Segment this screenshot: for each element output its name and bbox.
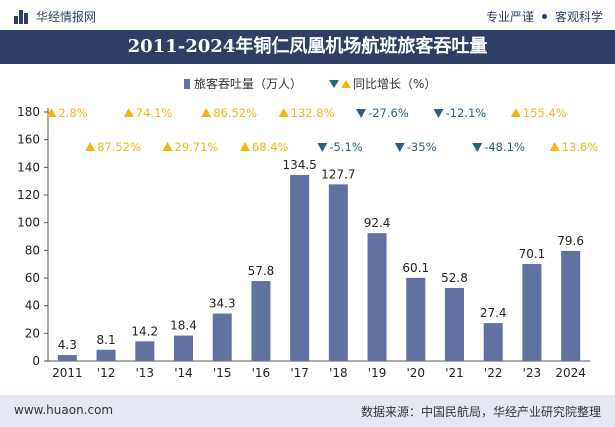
growth-down-triangle-icon xyxy=(356,109,367,118)
bar xyxy=(561,250,581,361)
y-tick-label: 60 xyxy=(25,271,40,285)
growth-label: 29.71% xyxy=(175,140,219,154)
bar xyxy=(328,184,348,361)
y-tick-label: 180 xyxy=(17,105,40,119)
growth-label: -35% xyxy=(407,140,437,154)
y-tick-label: 40 xyxy=(25,299,40,313)
growth-up-triangle-icon xyxy=(278,108,289,117)
bar-value-label: 134.5 xyxy=(282,158,316,172)
bar xyxy=(483,323,503,361)
top-bar: 华经情报网 专业严谨 客观科学 xyxy=(0,0,615,30)
y-tick-label: 80 xyxy=(25,243,40,257)
x-tick-label: '12 xyxy=(97,366,116,380)
growth-label: 68.4% xyxy=(252,140,289,154)
growth-up-triangle-icon xyxy=(46,108,57,117)
growth-label: -5.1% xyxy=(329,140,362,154)
growth-down-triangle-icon xyxy=(317,143,328,152)
x-tick-label: '22 xyxy=(484,366,503,380)
y-tick-label: 120 xyxy=(17,188,40,202)
bar-value-label: 127.7 xyxy=(321,167,355,181)
x-tick-label: '13 xyxy=(135,366,154,380)
bar-value-label: 52.8 xyxy=(441,271,468,285)
bar-value-label: 57.8 xyxy=(248,264,275,278)
x-tick-label: '16 xyxy=(252,366,271,380)
bar-value-label: 4.3 xyxy=(58,338,77,352)
growth-down-triangle-icon xyxy=(394,143,405,152)
growth-down-triangle-icon xyxy=(433,109,444,118)
growth-label: 132.8% xyxy=(291,106,335,120)
x-tick-label: '14 xyxy=(174,366,193,380)
x-tick-label: '20 xyxy=(406,366,425,380)
legend-label-bar: 旅客吞吐量（万人） xyxy=(194,76,302,91)
growth-label: -12.1% xyxy=(446,106,487,120)
growth-up-triangle-icon xyxy=(549,142,560,151)
bar xyxy=(174,335,193,361)
bar-value-label: 92.4 xyxy=(364,216,391,230)
bar xyxy=(57,355,77,361)
growth-label: 74.1% xyxy=(136,106,173,120)
chart-area: 旅客吞吐量（万人） 同比增长（%） 0 20 40 60 80 100 120 140 160 180… xyxy=(17,76,599,380)
tagline-1: 专业严谨 xyxy=(485,10,534,24)
y-tick-label: 140 xyxy=(17,160,40,174)
legend-up-triangle-icon xyxy=(341,80,351,88)
bar xyxy=(96,349,116,361)
growth-label: 155.4% xyxy=(523,106,567,120)
growth-label: 87.52% xyxy=(97,140,141,154)
growth-label: 13.6% xyxy=(562,140,599,154)
x-tick-label: '15 xyxy=(213,366,232,380)
dot-separator-icon xyxy=(541,14,547,19)
bar xyxy=(212,313,232,361)
y-tick-label: 100 xyxy=(17,216,40,230)
bar xyxy=(290,174,310,361)
bar-value-label: 70.1 xyxy=(519,247,546,261)
chart-title: 2011-2024年铜仁凤凰机场航班旅客吞吐量 xyxy=(0,30,615,64)
x-tick-label: 2011 xyxy=(52,366,83,380)
bar-value-label: 34.3 xyxy=(209,297,236,311)
bar-value-label: 14.2 xyxy=(131,324,158,338)
x-tick-label: '18 xyxy=(329,366,348,380)
growth-up-triangle-icon xyxy=(510,108,521,117)
y-tick-label: 0 xyxy=(32,354,40,368)
bar-value-label: 27.4 xyxy=(480,306,507,320)
growth-label: 86.52% xyxy=(213,106,257,120)
footer-url[interactable]: www.huaon.com xyxy=(14,403,114,417)
growth-up-triangle-icon xyxy=(162,142,173,151)
growth-up-triangle-icon xyxy=(239,142,250,151)
growth-down-triangle-icon xyxy=(472,143,483,152)
growth-label: -27.6% xyxy=(368,106,409,120)
bar-value-label: 79.6 xyxy=(557,234,584,248)
bar xyxy=(251,281,271,361)
footer: www.huaon.com 数据来源：中国民航局，华经产业研究院整理 xyxy=(0,395,615,427)
x-tick-label: '23 xyxy=(523,366,542,380)
bar xyxy=(367,233,387,361)
bar-value-label: 60.1 xyxy=(402,261,429,275)
bar xyxy=(406,277,426,361)
site-name: 华经情报网 xyxy=(36,10,97,24)
x-tick-label: '21 xyxy=(445,366,464,380)
growth-up-triangle-icon xyxy=(85,142,96,151)
growth-label: 2.8% xyxy=(58,106,87,120)
site-logo[interactable]: 华经情报网 xyxy=(14,8,96,25)
growth-up-triangle-icon xyxy=(123,108,134,117)
tagline: 专业严谨 客观科学 xyxy=(486,8,603,25)
bar xyxy=(522,264,542,361)
y-tick-label: 160 xyxy=(17,133,40,147)
growth-label: -48.1% xyxy=(484,140,525,154)
x-tick-label: '19 xyxy=(368,366,387,380)
legend-bar-swatch xyxy=(184,79,190,89)
bar xyxy=(445,287,464,361)
footer-source: 数据来源：中国民航局，华经产业研究院整理 xyxy=(360,405,601,419)
legend-label-growth: 同比增长（%） xyxy=(353,77,436,91)
x-tick-label: '17 xyxy=(290,366,309,380)
x-tick-label: 2024 xyxy=(555,366,586,380)
growth-up-triangle-icon xyxy=(201,108,212,117)
legend-down-triangle-icon xyxy=(329,80,339,88)
bar-value-label: 8.1 xyxy=(97,333,116,347)
logo-bars-icon xyxy=(14,9,30,24)
y-tick-label: 20 xyxy=(25,326,40,340)
bar-value-label: 18.4 xyxy=(170,319,197,333)
bar xyxy=(135,341,155,361)
tagline-2: 客观科学 xyxy=(554,10,603,24)
